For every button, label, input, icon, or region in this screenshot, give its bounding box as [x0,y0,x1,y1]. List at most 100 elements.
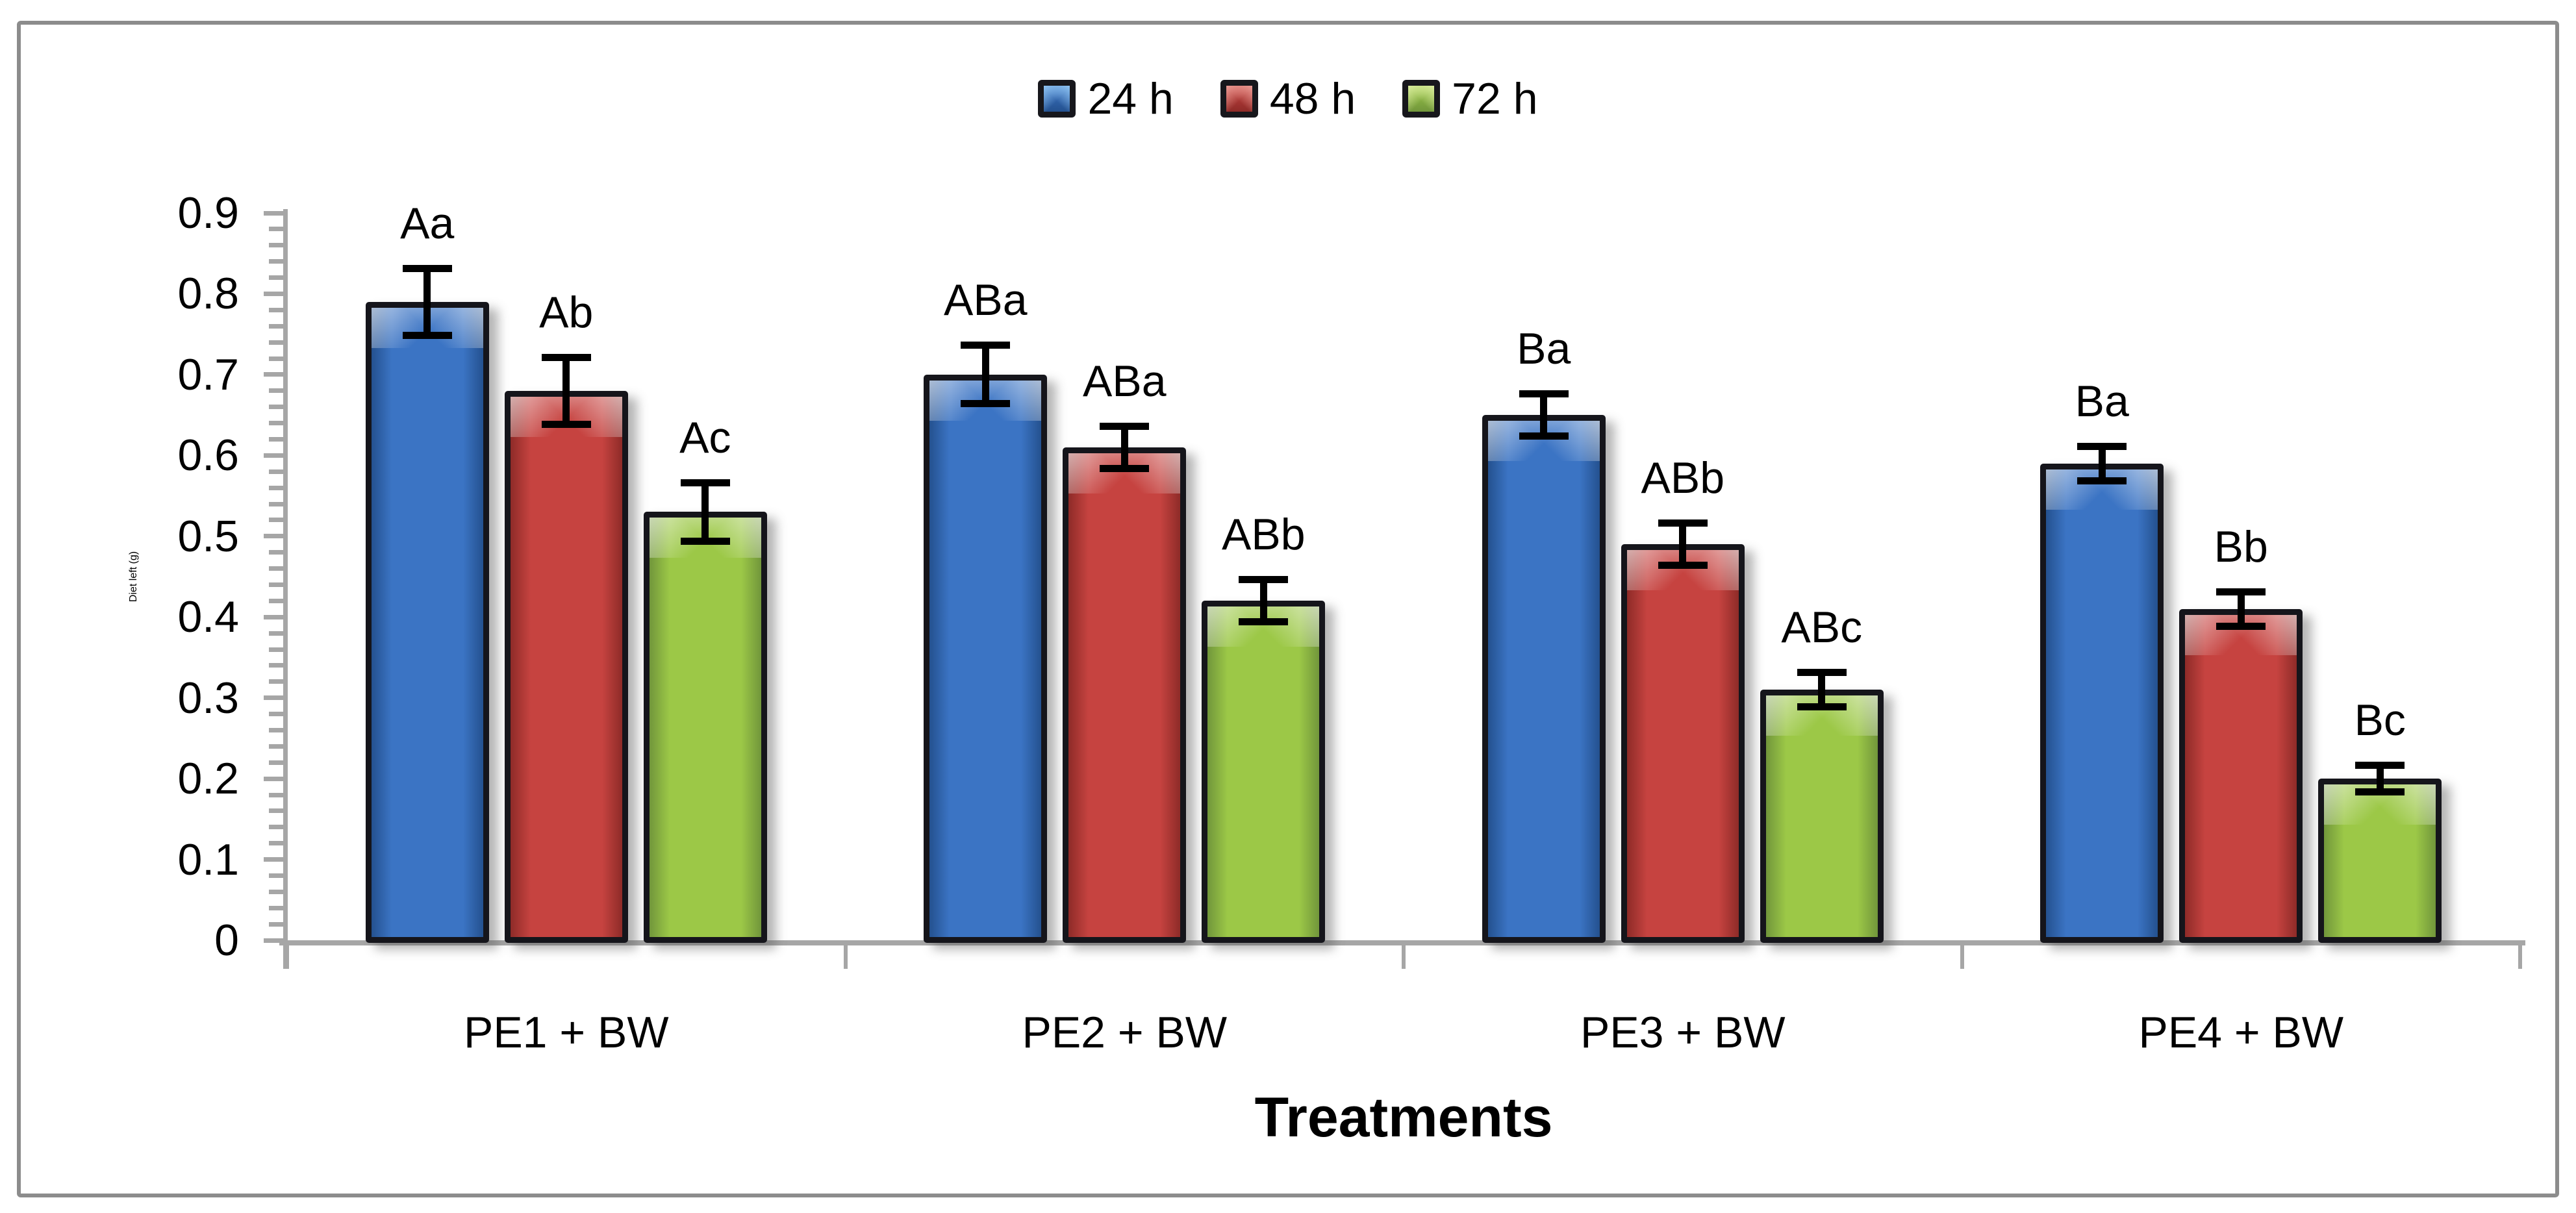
bar-72h-PE4+BW [2318,779,2442,943]
x-category-label: PE2 + BW [1022,1008,1228,1057]
y-minor-tick [269,485,283,490]
legend-item-24h: 24 h [1038,73,1174,125]
y-minor-tick [269,792,283,797]
y-minor-tick [269,307,283,312]
error-bar-cap-bottom [961,400,1011,408]
error-bar-cap-bottom [1797,703,1847,711]
legend-item-48h: 48 h [1220,73,1356,125]
y-minor-tick [269,356,283,361]
error-bar-cap-top [2077,442,2127,450]
error-bar-cap-bottom [1658,562,1708,569]
error-bar-cap-bottom [2077,477,2127,484]
significance-label: Aa [400,199,455,249]
legend-item-72h: 72 h [1402,73,1538,125]
bar-24h-PE4+BW [2040,463,2164,943]
error-bar-cap-bottom [2355,788,2405,795]
y-minor-tick [269,323,283,329]
y-minor-tick [269,647,283,652]
y-minor-tick [269,663,283,668]
bar-72h-PE3+BW [1760,690,1884,943]
y-minor-tick [269,744,283,749]
x-boundary-tick [843,940,848,969]
bar-72h-PE1+BW [643,512,767,943]
error-bar-line [2376,766,2384,791]
y-minor-tick [269,582,283,587]
y-minor-tick [269,825,283,830]
error-bar-line [1540,395,1548,436]
y-tick-label: 0.7 [177,349,239,399]
y-axis-line [283,209,288,969]
y-minor-tick [269,518,283,523]
x-boundary-tick [285,940,289,969]
significance-label: ABb [1641,453,1725,503]
legend-swatch-fill [1408,86,1435,112]
figure-border [17,21,2559,1197]
y-tick-label: 0.6 [177,431,239,481]
error-bar-cap-top [2355,762,2405,769]
error-bar-line [562,358,570,423]
bar-24h-PE3+BW [1482,415,1606,943]
significance-label: ABc [1781,603,1863,653]
error-bar-line [2098,447,2106,480]
error-bar-line [1259,581,1267,621]
y-tick-label: 0 [214,916,239,965]
y-tick-label: 0.4 [177,592,239,642]
error-bar-cap-top [1658,519,1708,527]
y-major-tick [264,857,283,862]
y-major-tick [264,372,283,377]
x-boundary-tick [1960,940,1964,969]
y-minor-tick [269,712,283,717]
y-minor-tick [269,760,283,765]
error-bar-cap-bottom [1519,432,1569,440]
error-bar-cap-top [541,354,591,362]
x-axis-title: Treatments [1254,1086,1553,1149]
y-axis-title: Diet left (g) [77,219,191,934]
error-bar-cap-top [961,342,1011,349]
legend-swatch-fill [1044,86,1070,112]
significance-label: Ab [539,288,594,338]
significance-label: Bb [2214,521,2268,571]
y-major-tick [264,938,283,943]
error-bar-cap-top [1239,576,1289,584]
y-minor-tick [269,550,283,555]
x-category-label: PE3 + BW [1580,1008,1786,1057]
y-minor-tick [269,340,283,345]
bar-24h-PE2+BW [924,374,1048,943]
error-bar-cap-top [1519,390,1569,398]
error-bar-cap-bottom [402,331,452,339]
legend-label: 48 h [1269,74,1356,123]
y-minor-tick [269,905,283,910]
legend-color-swatch-icon [1038,80,1076,118]
error-bar-line [1120,427,1128,468]
y-minor-tick [269,631,283,636]
significance-label: Ba [1517,324,1571,374]
y-major-tick [264,534,283,539]
y-minor-tick [269,501,283,506]
y-major-tick [264,291,283,296]
x-boundary-tick [1402,940,1406,969]
y-minor-tick [269,889,283,894]
y-minor-tick [269,421,283,426]
x-boundary-tick [2518,940,2522,969]
significance-label: ABb [1221,510,1306,560]
y-minor-tick [269,243,283,248]
y-tick-label: 0.1 [177,834,239,884]
y-minor-tick [269,388,283,394]
error-bar-cap-top [1797,669,1847,677]
error-bar-line [2237,592,2245,625]
y-major-tick [264,453,283,458]
bar-24h-PE1+BW [365,301,489,943]
y-major-tick [264,614,283,619]
y-minor-tick [269,275,283,281]
y-minor-tick [269,405,283,410]
error-bar-cap-top [2216,588,2266,595]
error-bar-cap-bottom [1239,618,1289,626]
y-major-tick [264,695,283,701]
error-bar-line [701,483,709,540]
legend-swatch-fill [1226,86,1252,112]
y-tick-label: 0.3 [177,673,239,723]
y-minor-tick [269,808,283,814]
x-category-label: PE1 + BW [463,1008,669,1057]
y-minor-tick [269,259,283,264]
significance-label: ABa [943,275,1028,325]
